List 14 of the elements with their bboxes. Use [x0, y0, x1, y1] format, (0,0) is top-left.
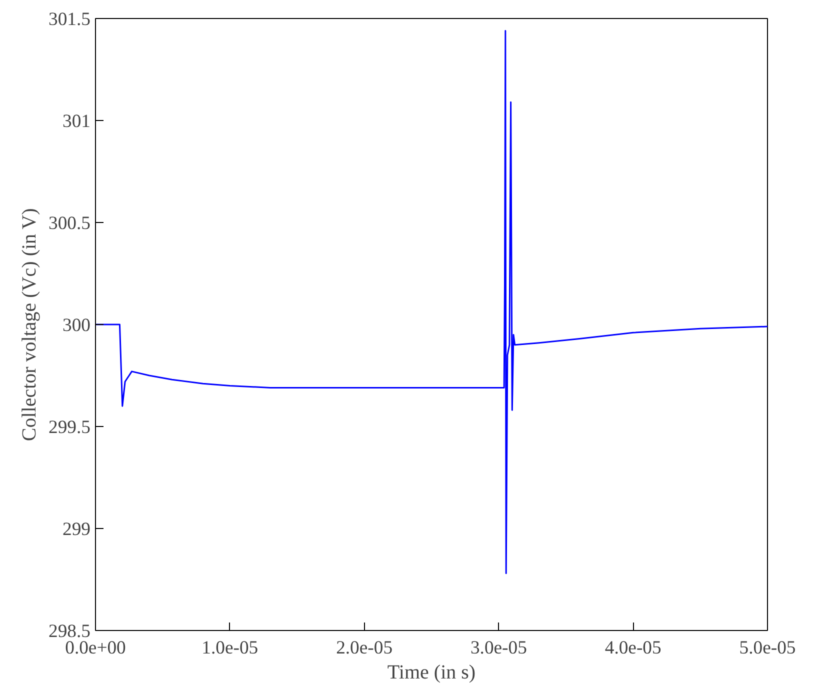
x-tick-label: 4.0e-05	[604, 638, 662, 658]
y-tick-label: 300	[62, 315, 90, 336]
x-tick-label: 3.0e-05	[470, 638, 527, 658]
y-tick-label: 301.5	[48, 9, 91, 30]
y-tick-label: 300.5	[48, 213, 91, 234]
y-tick-label: 299.5	[48, 417, 91, 438]
y-axis-title: Collector voltage (Vc) (in V)	[18, 208, 41, 442]
y-tick-label: 301	[62, 111, 90, 132]
x-tick-label: 5.0e-05	[739, 638, 796, 658]
x-tick-label: 1.0e-05	[202, 638, 258, 658]
x-axis-title: Time (in s)	[387, 662, 476, 684]
x-tick-label: 2.0e-05	[336, 638, 393, 658]
y-tick-label: 299	[62, 519, 90, 540]
line-series	[96, 30, 768, 574]
